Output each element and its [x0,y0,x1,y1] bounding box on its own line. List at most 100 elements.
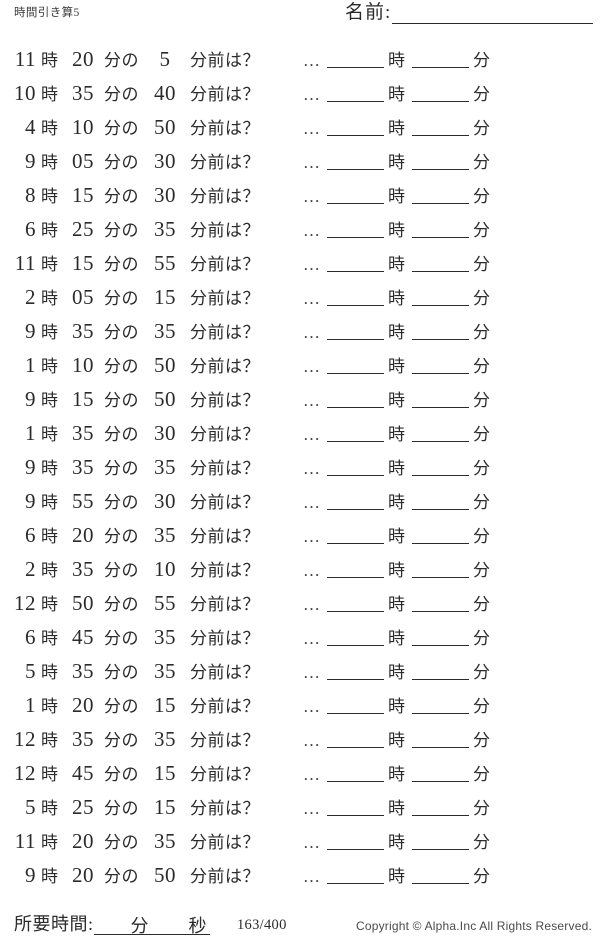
problem-minute-unit: 分の [104,663,139,682]
problem-question-tail: 分前は？ [190,799,260,818]
answer-minute-blank[interactable] [412,373,469,374]
answer-hour-blank[interactable] [327,679,384,680]
problem-hour-unit: 時 [41,153,59,172]
answer-minute-blank[interactable] [412,169,469,170]
problem-hour-value: 12 [14,591,36,615]
answer-hour-blank[interactable] [327,611,384,612]
answer-hour-blank[interactable] [327,203,384,204]
problem-question-tail: 分前は？ [190,255,260,274]
answer-hour-blank[interactable] [327,373,384,374]
answer-minute-blank[interactable] [412,883,469,884]
elapsed-seconds-unit: 秒 [185,917,210,936]
problem-minute-value: 15 [72,387,94,411]
problem-minute-value: 55 [72,489,94,513]
answer-hour-blank[interactable] [327,407,384,408]
problem-minute-value: 10 [72,353,94,377]
answer-minute-blank[interactable] [412,747,469,748]
answer-minute-blank[interactable] [412,781,469,782]
answer-hour-blank[interactable] [327,815,384,816]
problem-row: 12 時 50 分の 55 分前は？ … 時 分 [0,588,600,622]
answer-minute-blank[interactable] [412,509,469,510]
answer-hour-blank[interactable] [327,271,384,272]
problem-row: 8 時 15 分の 30 分前は？… 時分 [0,180,600,214]
problem-hour-unit: 時 [41,187,59,206]
problem-minute-unit: 分の [104,221,139,240]
answer-hour-blank[interactable] [327,441,384,442]
problem-ellipsis: … [303,255,321,274]
answer-minute-unit: 分 [473,561,490,580]
answer-minute-blank[interactable] [412,271,469,272]
problem-row: 9 時 55 分の 30 分前は？… 時分 [0,486,600,520]
answer-hour-blank[interactable] [327,747,384,748]
problem-ellipsis: … [303,153,321,172]
problem-row: 1 時 35 分の 30 分前は？… 時分 [0,418,600,452]
elapsed-seconds-blank[interactable] [151,917,186,935]
answer-minute-unit: 分 [473,731,490,750]
answer-hour-blank[interactable] [327,713,384,714]
answer-minute-unit: 分 [473,493,490,512]
answer-hour-blank[interactable] [327,577,384,578]
answer-minute-unit: 分 [473,629,490,648]
problem-ellipsis: … [303,187,321,206]
answer-hour-blank[interactable] [327,237,384,238]
answer-hour-blank[interactable] [327,305,384,306]
problem-row: 9 時 35 分の 35 分前は？… 時分 [0,452,600,486]
answer-hour-blank[interactable] [327,475,384,476]
answer-minute-blank[interactable] [412,849,469,850]
answer-hour-blank[interactable] [327,67,384,68]
answer-minute-blank[interactable] [412,237,469,238]
answer-hour-blank[interactable] [327,781,384,782]
answer-minute-blank[interactable] [412,441,469,442]
answer-minute-blank[interactable] [412,67,469,68]
answer-hour-blank[interactable] [327,135,384,136]
answer-hour-unit: 時 [388,833,405,852]
problem-delta-value: 35 [154,659,176,683]
answer-minute-blank[interactable] [412,101,469,102]
problem-minute-unit: 分の [104,255,139,274]
answer-hour-unit: 時 [388,85,405,104]
problem-minute-unit: 分の [104,697,139,716]
problem-delta-value: 35 [154,319,176,343]
answer-hour-unit: 時 [388,561,405,580]
problem-row: 9 時 15 分の 50 分前は？… 時分 [0,384,600,418]
problem-minute-value: 20 [72,693,94,717]
answer-minute-blank[interactable] [412,543,469,544]
answer-hour-blank[interactable] [327,101,384,102]
problem-minute-unit: 分の [104,833,139,852]
problem-hour-value: 6 [25,523,36,547]
problem-question-tail: 分前は？ [190,731,260,750]
problem-hour-unit: 時 [41,119,59,138]
problem-hour-value: 1 [25,421,36,445]
name-input-blank[interactable] [392,5,593,24]
answer-hour-blank[interactable] [327,849,384,850]
answer-minute-blank[interactable] [412,679,469,680]
answer-hour-unit: 時 [388,323,405,342]
answer-minute-blank[interactable] [412,203,469,204]
answer-hour-unit: 時 [388,663,405,682]
answer-minute-blank[interactable] [412,577,469,578]
problem-hour-value: 10 [14,81,36,105]
answer-hour-blank[interactable] [327,169,384,170]
answer-minute-blank[interactable] [412,135,469,136]
answer-hour-blank[interactable] [327,883,384,884]
problem-row: 12 時 35 分の 35 分前は？ … 時 分 [0,724,600,758]
answer-hour-blank[interactable] [327,339,384,340]
page-title: 時間引き算5 [14,7,80,19]
answer-minute-blank[interactable] [412,611,469,612]
answer-minute-blank[interactable] [412,475,469,476]
problem-ellipsis: … [303,799,321,818]
answer-minute-blank[interactable] [412,645,469,646]
answer-hour-blank[interactable] [327,509,384,510]
answer-hour-blank[interactable] [327,645,384,646]
answer-minute-blank[interactable] [412,305,469,306]
answer-minute-blank[interactable] [412,713,469,714]
problem-row: 2 時 05 分の 15 分前は？… 時分 [0,282,600,316]
problem-hour-value: 9 [25,863,36,887]
answer-minute-blank[interactable] [412,815,469,816]
answer-hour-blank[interactable] [327,543,384,544]
answer-minute-blank[interactable] [412,339,469,340]
elapsed-minutes-blank[interactable] [93,917,128,935]
answer-minute-blank[interactable] [412,407,469,408]
problem-hour-value: 5 [25,659,36,683]
name-field: 名前: [345,2,593,24]
